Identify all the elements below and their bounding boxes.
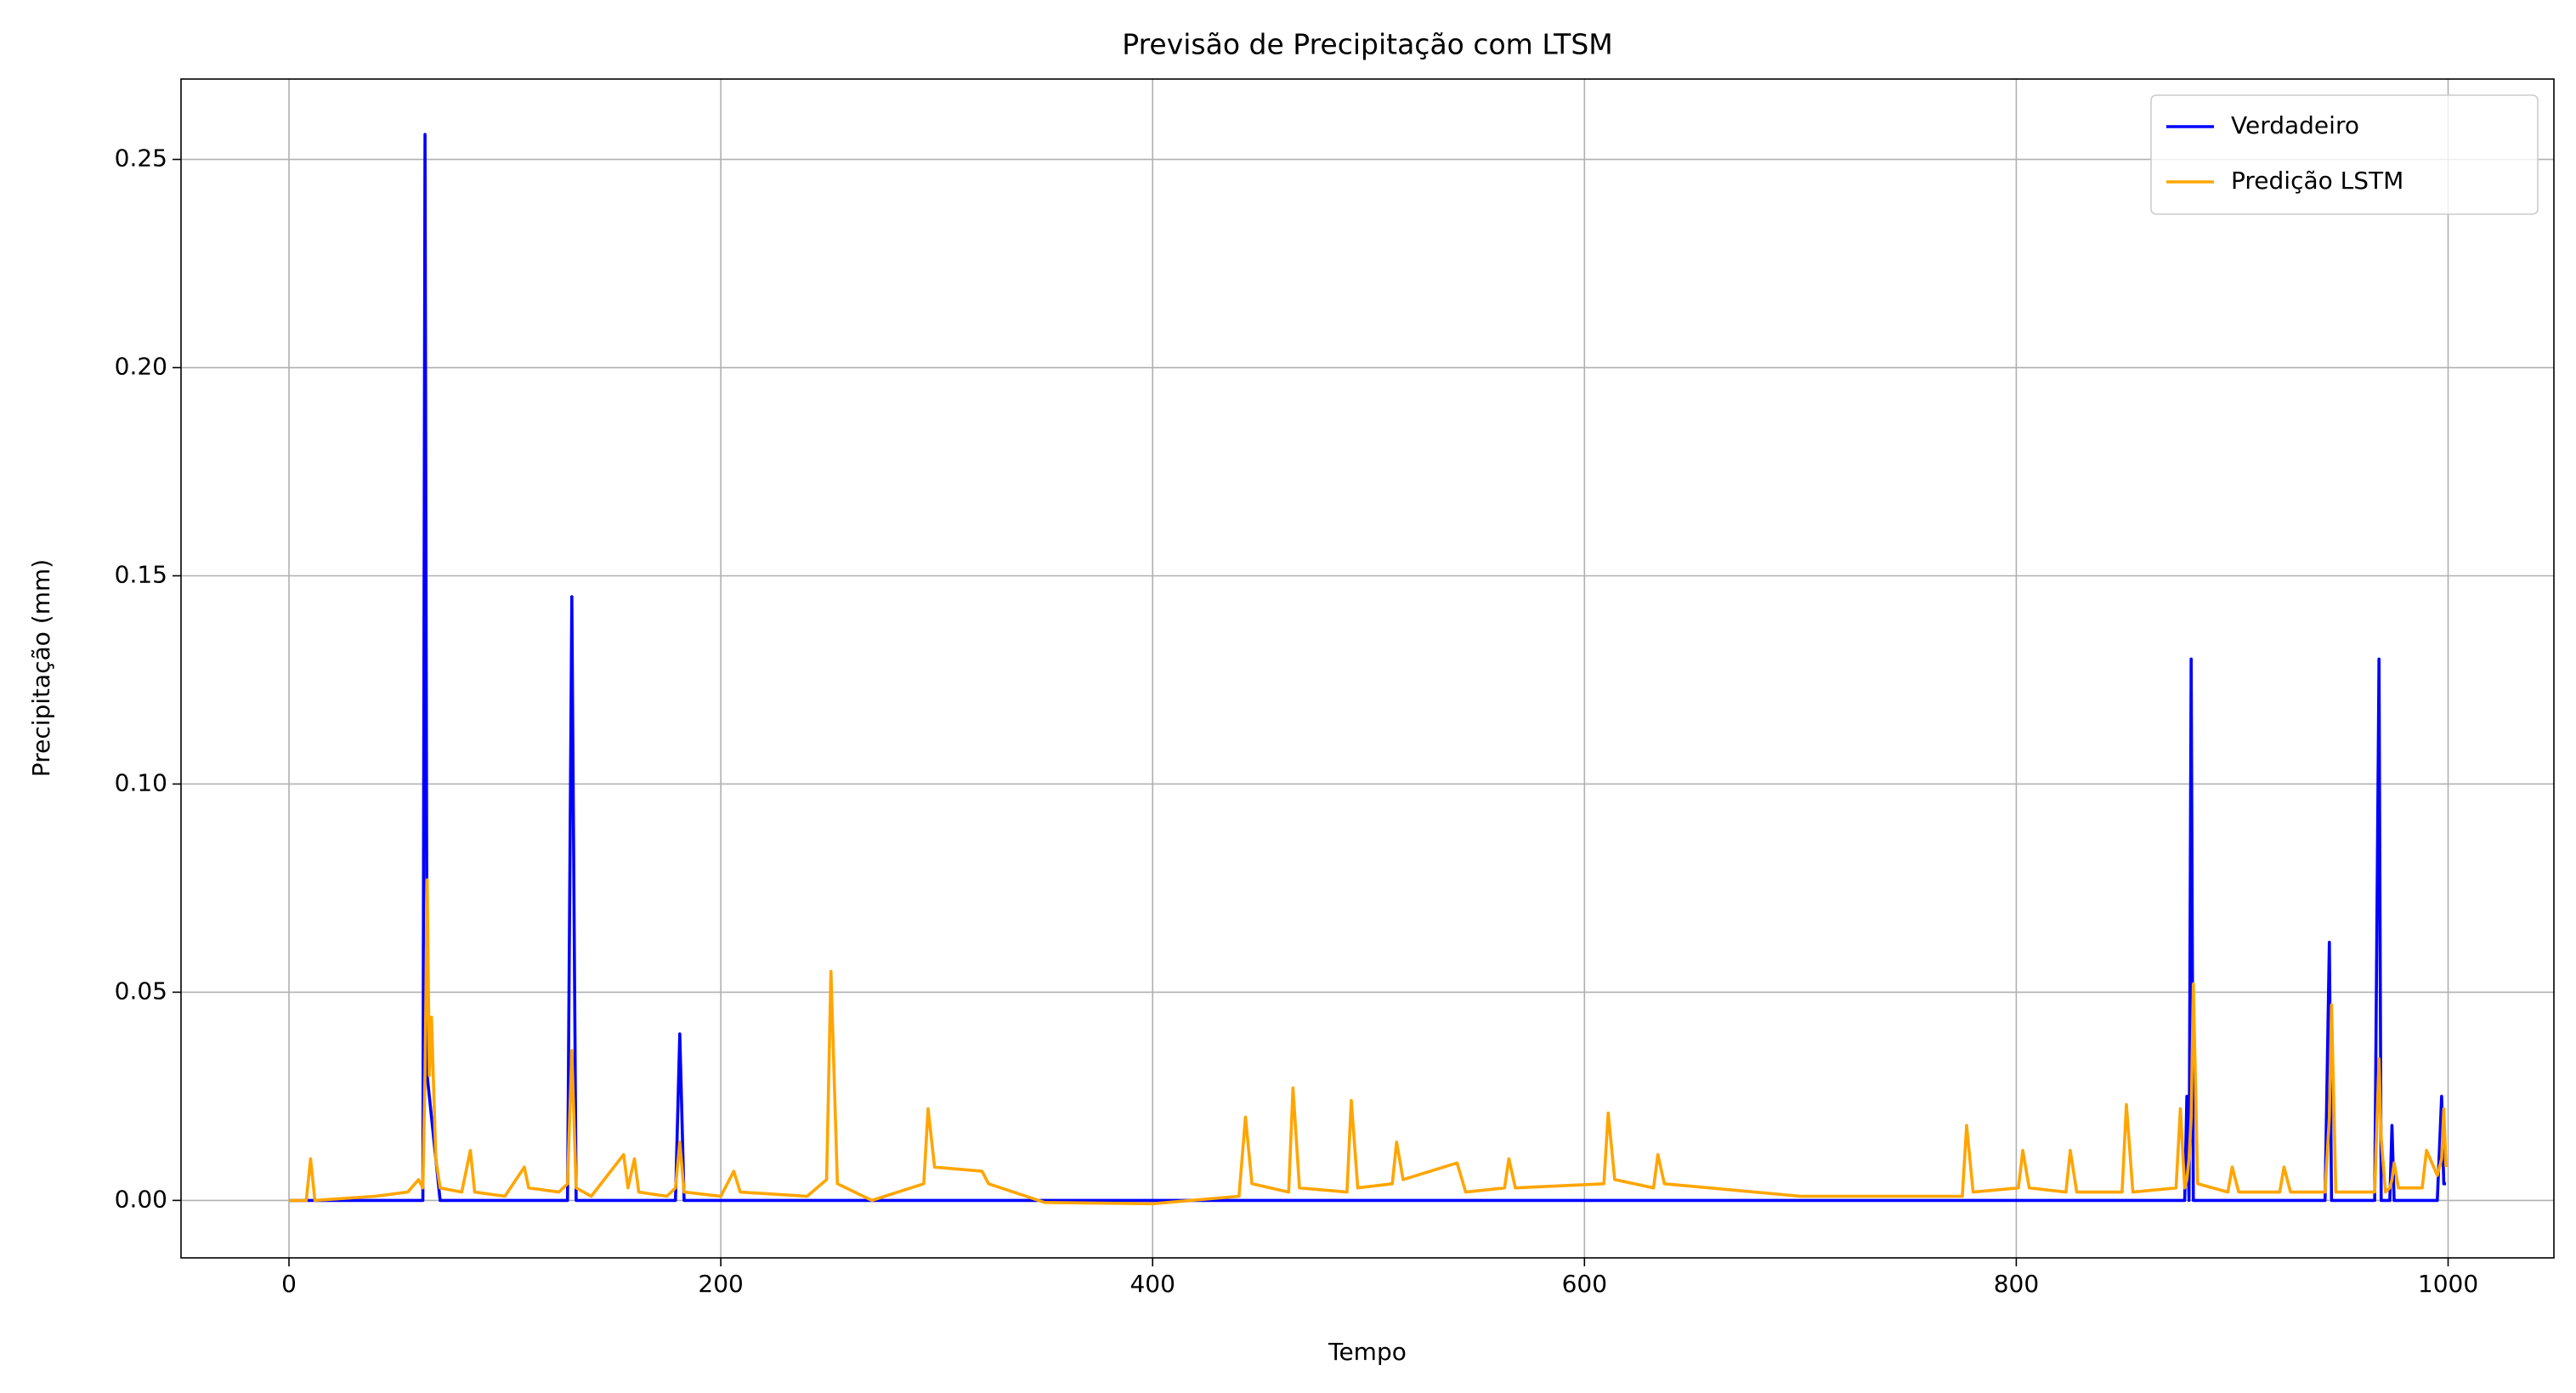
y-tick-label: 0.15 [115,560,167,588]
x-axis-label: Tempo [1328,1338,1407,1366]
y-tick-label: 0.25 [115,144,167,173]
legend-box [2150,94,2539,215]
chart-title: Previsão de Precipitação com LTSM [1122,28,1612,61]
x-tick-label: 600 [1562,1270,1607,1298]
y-tick-label: 0.20 [115,353,167,381]
x-tick-label: 200 [698,1270,743,1298]
data-line [289,133,2446,1203]
data-line [289,878,2448,1206]
y-tick-label: 0.00 [115,1185,167,1213]
y-axis-label: Precipitação (mm) [27,559,55,777]
x-tick-label: 400 [1129,1270,1175,1298]
legend-label: Verdadeiro [2231,111,2359,139]
legend-label: Predição LSTM [2231,167,2403,195]
y-tick-label: 0.10 [115,768,167,796]
y-tick-label: 0.05 [115,977,167,1005]
x-tick-label: 1000 [2418,1270,2478,1298]
plot-frame [180,78,2555,1259]
x-tick-label: 0 [281,1270,297,1298]
x-tick-label: 800 [1994,1270,2039,1298]
